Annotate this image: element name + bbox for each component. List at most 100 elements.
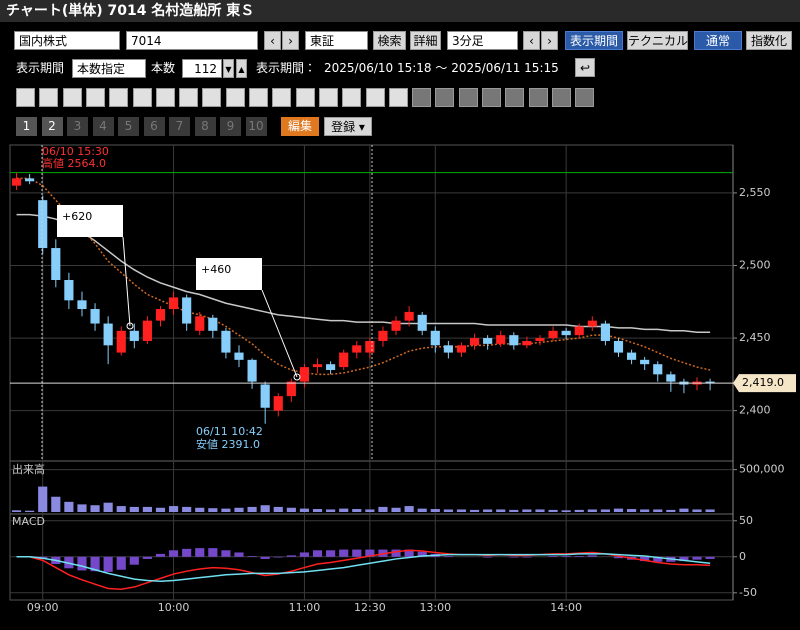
tool-icon[interactable] — [272, 88, 292, 107]
y-tick-label: 2,500 — [739, 258, 771, 271]
macd-histogram-bar — [168, 550, 179, 557]
prev-button[interactable]: ‹ — [523, 31, 540, 50]
volume-bar — [417, 508, 427, 512]
macd-histogram-bar — [142, 556, 152, 559]
volume-bar — [653, 509, 663, 512]
volume-bar — [234, 507, 244, 512]
y-tick-label: 500,000 — [739, 463, 785, 476]
tool-icon[interactable] — [342, 88, 362, 107]
tab[interactable]: 6 — [143, 117, 165, 136]
normal-button[interactable]: 通常 — [694, 31, 742, 50]
tool-icon[interactable] — [109, 88, 129, 107]
tool-icon[interactable] — [318, 88, 338, 107]
edit-button[interactable]: 編集 — [281, 117, 319, 136]
tool-icon[interactable] — [225, 88, 245, 107]
tool-icon[interactable] — [388, 88, 408, 107]
tool-icon[interactable] — [295, 88, 315, 107]
tool-icon[interactable] — [132, 88, 152, 107]
annotation-leader — [261, 289, 298, 378]
tool-icon[interactable] — [435, 88, 455, 107]
code-input[interactable]: 7014 — [126, 31, 258, 50]
candle-body — [535, 338, 545, 341]
macd-histogram-bar — [312, 550, 323, 557]
next-button[interactable]: › — [282, 31, 299, 50]
prev-button[interactable]: ‹ — [264, 31, 281, 50]
candle-body — [417, 314, 427, 331]
tab[interactable]: 8 — [194, 117, 216, 136]
candle-body — [208, 317, 218, 331]
plot-frame — [9, 144, 734, 601]
annotation-text: +620 — [62, 210, 92, 223]
tool-icon[interactable] — [179, 88, 199, 107]
tool-icon[interactable] — [412, 88, 432, 107]
tool-icon[interactable] — [575, 88, 595, 107]
tool-icon[interactable] — [16, 88, 35, 107]
macd-histogram-bar — [679, 556, 689, 562]
macd-histogram-bar — [247, 556, 257, 557]
exchange-select[interactable]: 東証 — [305, 31, 368, 50]
tool-icon[interactable] — [528, 88, 548, 107]
count-up[interactable]: ▲ — [236, 59, 247, 78]
volume-bar — [666, 509, 676, 512]
next-button[interactable]: › — [541, 31, 558, 50]
candle-body — [90, 309, 100, 324]
tab[interactable]: 10 — [245, 117, 267, 136]
volume-bar — [600, 509, 610, 512]
candle-body — [326, 364, 336, 370]
annotation-point — [293, 373, 301, 381]
tool-icon[interactable] — [365, 88, 385, 107]
last-price-tag — [733, 374, 796, 393]
tool-icon[interactable] — [249, 88, 268, 107]
market-select[interactable]: 国内株式 — [14, 31, 120, 50]
annotation-box — [196, 258, 262, 290]
tool-icon[interactable] — [85, 88, 105, 107]
tool-icon[interactable] — [202, 88, 222, 107]
volume-bar — [64, 501, 74, 512]
candle-body — [430, 330, 440, 346]
mode-select[interactable]: 本数指定 — [72, 59, 146, 78]
volume-bar — [103, 502, 113, 512]
period-button[interactable]: 表示期間 — [565, 31, 623, 50]
macd-histogram-bar — [391, 549, 401, 557]
macd-title: MACD — [12, 515, 45, 528]
volume-bar — [574, 509, 584, 512]
candle-body — [574, 326, 584, 336]
tool-icon[interactable] — [39, 88, 59, 107]
register-button[interactable]: 登録 ▾ — [324, 117, 372, 136]
count-down[interactable]: ▼ — [223, 59, 234, 78]
reset-button[interactable]: ↩ — [575, 58, 595, 77]
annotation-text: +460 — [201, 263, 231, 276]
macd-histogram-bar — [548, 556, 558, 557]
interval-select[interactable]: 3分足 — [447, 31, 518, 50]
macd-histogram-bar — [299, 552, 310, 557]
index-button[interactable]: 指数化 — [746, 31, 792, 50]
volume-bar — [142, 506, 152, 512]
tab[interactable]: 3 — [67, 117, 88, 136]
tab[interactable]: 7 — [169, 117, 190, 136]
tab[interactable]: 2 — [41, 117, 63, 136]
macd-histogram-bar — [613, 556, 624, 559]
tool-icon[interactable] — [482, 88, 501, 107]
technical-button[interactable]: テクニカル — [627, 31, 688, 50]
search-button[interactable]: 検索 — [373, 31, 406, 50]
tab[interactable]: 4 — [92, 117, 114, 136]
volume-bar — [51, 496, 61, 512]
tool-icon[interactable] — [62, 88, 82, 107]
range-text: 2025/06/10 15:18 ～ 2025/06/11 15:15 — [324, 61, 559, 75]
tool-icon[interactable] — [458, 88, 478, 107]
annotation-point — [126, 322, 134, 330]
tab[interactable]: 1 — [16, 117, 37, 136]
tool-icon[interactable] — [551, 88, 571, 107]
candle-body — [443, 345, 453, 353]
tool-icon[interactable] — [505, 88, 525, 107]
detail-button[interactable]: 詳細 — [410, 31, 441, 50]
candle-body — [116, 330, 126, 353]
tab[interactable]: 9 — [220, 117, 241, 136]
volume-bar — [535, 509, 545, 512]
macd-histogram-bar — [640, 556, 650, 562]
count-input[interactable]: 112 — [182, 59, 222, 78]
x-tick-label: 14:00 — [550, 601, 582, 614]
tool-icon[interactable] — [155, 88, 175, 107]
tab[interactable]: 5 — [118, 117, 139, 136]
